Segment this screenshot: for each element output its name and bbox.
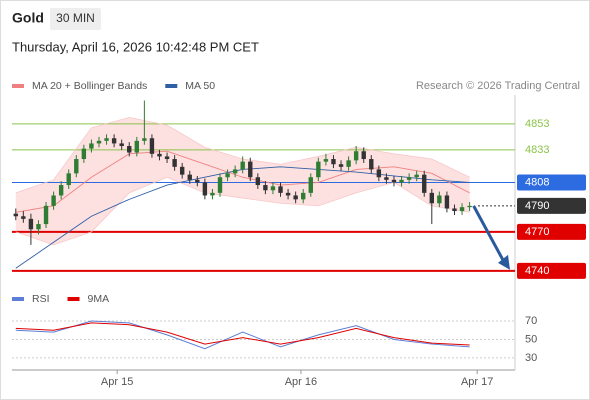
title: Gold xyxy=(12,10,44,26)
candle-body xyxy=(240,161,245,170)
candle-body xyxy=(361,151,366,160)
candle-body xyxy=(323,159,329,162)
candle-body xyxy=(316,161,321,178)
x-tick-label: Apr 16 xyxy=(285,376,317,388)
candle-body xyxy=(149,138,155,154)
level-label: 4770 xyxy=(525,226,549,238)
rsi-line xyxy=(15,322,470,346)
candle-body xyxy=(301,192,306,200)
candle-body xyxy=(36,224,41,230)
forecast-arrow xyxy=(472,205,506,263)
candle-body xyxy=(255,177,261,186)
x-tick-label: Apr 15 xyxy=(101,376,133,388)
legend-swatch xyxy=(12,297,24,301)
candle-body xyxy=(111,138,117,144)
legend-label: MA 20 + Bollinger Bands xyxy=(32,80,147,92)
candle-body xyxy=(232,169,238,174)
candle-body xyxy=(74,159,79,174)
candle-body xyxy=(369,159,374,170)
candle-body xyxy=(285,192,291,196)
candle-body xyxy=(278,186,283,193)
y-tick-label: 70 xyxy=(525,315,537,327)
candle-body xyxy=(346,160,351,167)
candle-body xyxy=(308,177,313,193)
legend-swatch xyxy=(67,297,80,301)
legend-label: RSI xyxy=(32,293,50,305)
level-label: 4808 xyxy=(525,176,549,188)
x-tick-label: Apr 17 xyxy=(461,376,493,388)
legend-label: 9MA xyxy=(88,293,110,305)
candle-body xyxy=(202,182,208,196)
candle-body xyxy=(376,169,382,178)
legend-swatch xyxy=(165,84,178,88)
candle-body xyxy=(452,208,457,212)
level-label: 4790 xyxy=(525,200,549,212)
candle-body xyxy=(459,207,465,212)
candle-body xyxy=(179,166,185,175)
candle-body xyxy=(217,177,223,193)
candle-body xyxy=(51,195,56,206)
level-label: 4833 xyxy=(525,144,549,156)
candle-body xyxy=(142,138,147,141)
forecast-arrowhead xyxy=(498,254,510,270)
candle-body xyxy=(66,173,71,186)
candle-body xyxy=(384,177,389,180)
candle-body xyxy=(293,195,298,200)
level-box xyxy=(517,262,586,279)
candle-body xyxy=(391,179,397,183)
candle-body xyxy=(248,161,253,178)
candle-body xyxy=(157,153,162,157)
candle-body xyxy=(399,179,404,183)
candle-body xyxy=(414,174,419,178)
candle-body xyxy=(89,143,94,149)
candle-body xyxy=(164,156,170,160)
legend-swatch xyxy=(12,84,24,88)
candle-body xyxy=(429,192,434,204)
candle-body xyxy=(437,195,442,204)
candle-body xyxy=(422,174,427,193)
candle-body xyxy=(81,148,87,160)
timeframe-box xyxy=(50,8,101,30)
level-label: 4853 xyxy=(525,118,549,130)
candle-body xyxy=(210,192,215,196)
timeframe: 30 MIN xyxy=(56,11,95,25)
credit: Research © 2026 Trading Central xyxy=(416,80,580,92)
candle-body xyxy=(331,159,336,165)
candle-body xyxy=(134,140,140,153)
timestamp: Thursday, April 16, 2026 10:42:48 PM CET xyxy=(12,39,259,54)
level-box xyxy=(517,174,586,191)
legend-label: MA 50 xyxy=(185,80,215,92)
candle-body xyxy=(127,146,132,153)
level-box xyxy=(517,197,586,214)
candle-body xyxy=(353,151,359,161)
candle-body xyxy=(43,205,49,225)
candle-body xyxy=(21,216,26,219)
level-box xyxy=(517,223,586,240)
candle-body xyxy=(172,159,177,167)
candle-body xyxy=(195,179,200,183)
candle-body xyxy=(263,185,268,191)
y-tick-label: 30 xyxy=(525,352,537,364)
candle-body xyxy=(96,140,102,144)
candle-body xyxy=(13,213,18,217)
y-tick-label: 50 xyxy=(525,333,537,345)
candle-body xyxy=(338,164,344,167)
candle-body xyxy=(225,173,230,178)
candle-body xyxy=(467,205,472,208)
level-label: 4740 xyxy=(525,265,549,277)
candle-body xyxy=(28,218,34,230)
candle-body xyxy=(270,186,276,191)
candle-body xyxy=(104,138,109,141)
candle-body xyxy=(406,177,412,180)
candle-body xyxy=(119,143,124,147)
candle-body xyxy=(58,185,64,196)
candle-body xyxy=(187,174,192,180)
candle-body xyxy=(444,195,450,209)
rsi-line xyxy=(15,320,470,350)
ma-line xyxy=(15,150,470,213)
